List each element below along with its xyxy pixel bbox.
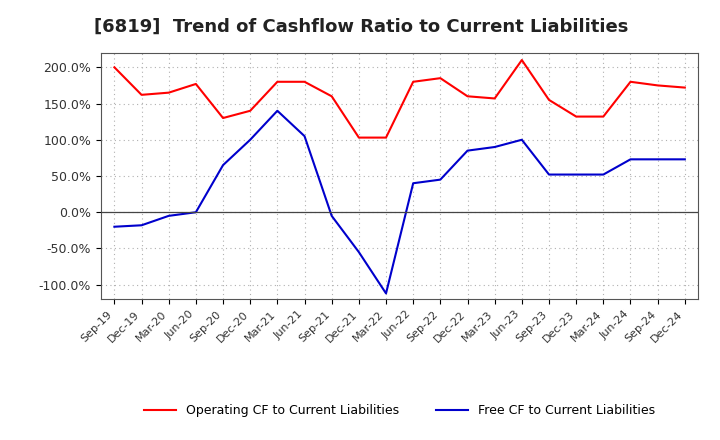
Free CF to Current Liabilities bbox=[300, 133, 309, 139]
Operating CF to Current Liabilities bbox=[599, 114, 608, 119]
Free CF to Current Liabilities bbox=[599, 172, 608, 177]
Operating CF to Current Liabilities bbox=[626, 79, 635, 84]
Free CF to Current Liabilities bbox=[246, 137, 255, 143]
Legend: Operating CF to Current Liabilities, Free CF to Current Liabilities: Operating CF to Current Liabilities, Fre… bbox=[140, 399, 660, 422]
Free CF to Current Liabilities bbox=[164, 213, 173, 219]
Operating CF to Current Liabilities bbox=[653, 83, 662, 88]
Free CF to Current Liabilities bbox=[490, 144, 499, 150]
Free CF to Current Liabilities bbox=[354, 249, 363, 255]
Text: [6819]  Trend of Cashflow Ratio to Current Liabilities: [6819] Trend of Cashflow Ratio to Curren… bbox=[94, 18, 628, 36]
Operating CF to Current Liabilities bbox=[436, 76, 445, 81]
Free CF to Current Liabilities bbox=[328, 213, 336, 219]
Operating CF to Current Liabilities bbox=[164, 90, 173, 95]
Operating CF to Current Liabilities bbox=[680, 85, 689, 90]
Operating CF to Current Liabilities bbox=[110, 65, 119, 70]
Free CF to Current Liabilities bbox=[653, 157, 662, 162]
Operating CF to Current Liabilities bbox=[463, 94, 472, 99]
Operating CF to Current Liabilities bbox=[219, 115, 228, 121]
Operating CF to Current Liabilities bbox=[382, 135, 390, 140]
Operating CF to Current Liabilities bbox=[409, 79, 418, 84]
Operating CF to Current Liabilities bbox=[518, 57, 526, 62]
Free CF to Current Liabilities bbox=[409, 180, 418, 186]
Free CF to Current Liabilities bbox=[545, 172, 554, 177]
Free CF to Current Liabilities bbox=[110, 224, 119, 229]
Free CF to Current Liabilities bbox=[192, 209, 200, 215]
Operating CF to Current Liabilities bbox=[273, 79, 282, 84]
Operating CF to Current Liabilities bbox=[490, 96, 499, 101]
Operating CF to Current Liabilities bbox=[192, 81, 200, 87]
Operating CF to Current Liabilities bbox=[328, 94, 336, 99]
Line: Operating CF to Current Liabilities: Operating CF to Current Liabilities bbox=[114, 60, 685, 138]
Free CF to Current Liabilities bbox=[382, 291, 390, 296]
Operating CF to Current Liabilities bbox=[300, 79, 309, 84]
Operating CF to Current Liabilities bbox=[354, 135, 363, 140]
Operating CF to Current Liabilities bbox=[246, 108, 255, 114]
Operating CF to Current Liabilities bbox=[572, 114, 580, 119]
Free CF to Current Liabilities bbox=[273, 108, 282, 114]
Free CF to Current Liabilities bbox=[138, 223, 146, 228]
Free CF to Current Liabilities bbox=[436, 177, 445, 182]
Free CF to Current Liabilities bbox=[518, 137, 526, 143]
Free CF to Current Liabilities bbox=[463, 148, 472, 153]
Operating CF to Current Liabilities bbox=[138, 92, 146, 98]
Free CF to Current Liabilities bbox=[572, 172, 580, 177]
Line: Free CF to Current Liabilities: Free CF to Current Liabilities bbox=[114, 111, 685, 293]
Free CF to Current Liabilities bbox=[219, 162, 228, 168]
Free CF to Current Liabilities bbox=[626, 157, 635, 162]
Free CF to Current Liabilities bbox=[680, 157, 689, 162]
Operating CF to Current Liabilities bbox=[545, 97, 554, 103]
